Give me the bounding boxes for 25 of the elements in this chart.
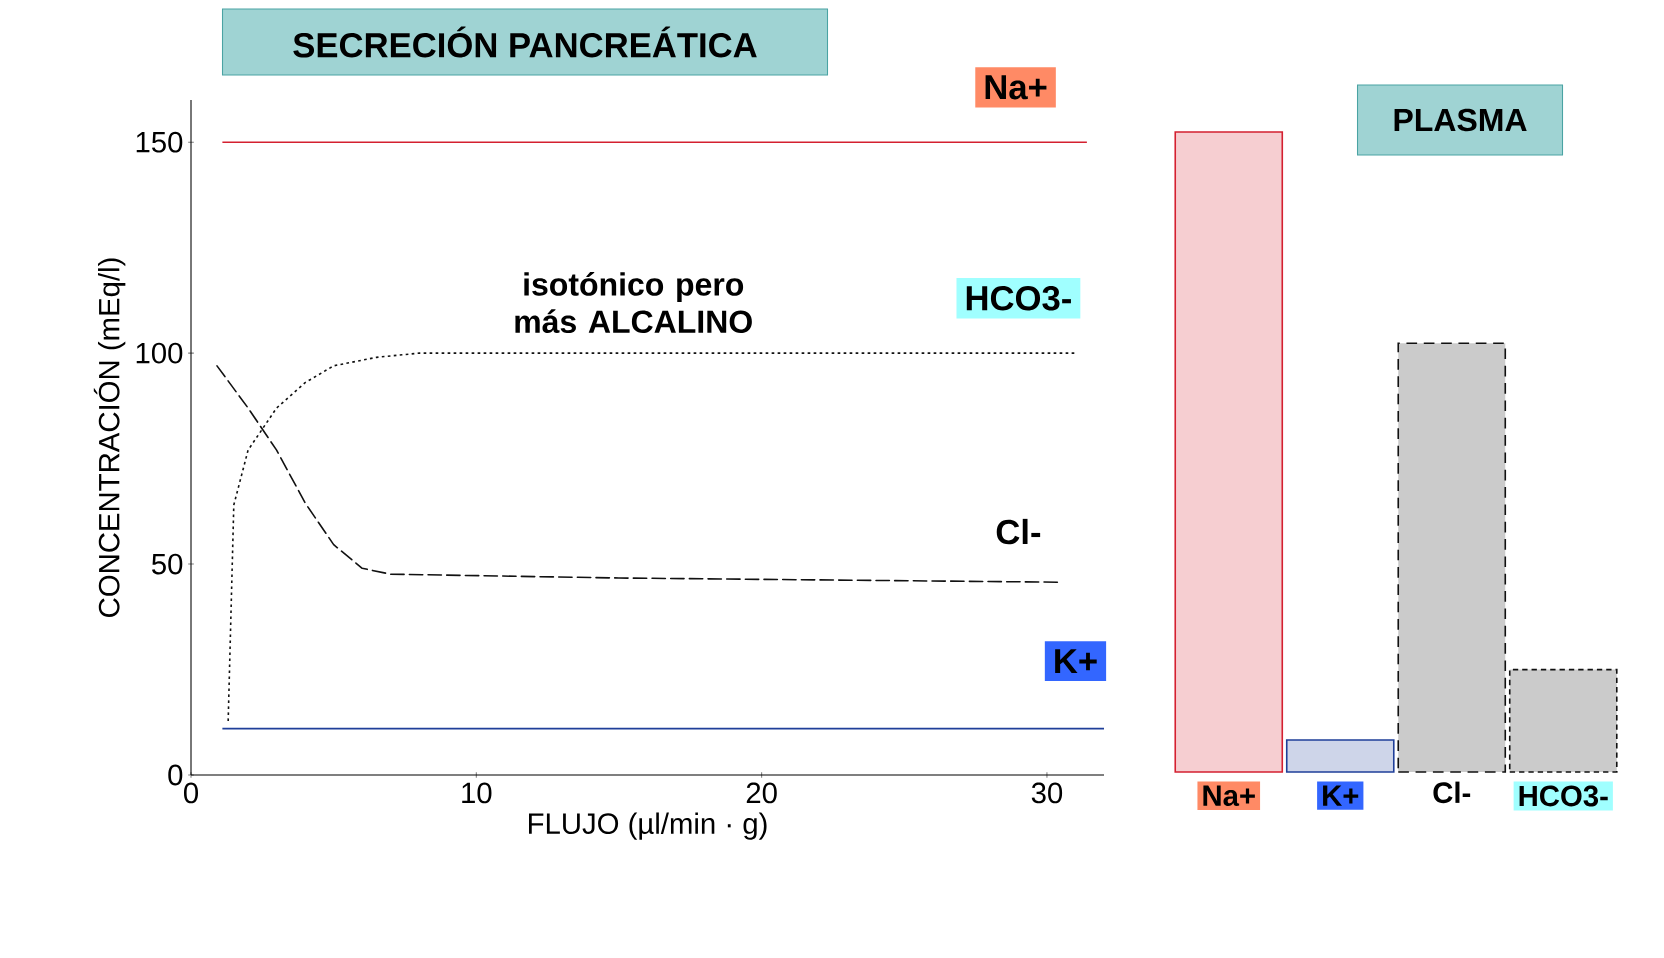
y-tick-label: 0 — [168, 764, 183, 786]
bar — [1174, 131, 1284, 773]
x-tick-label: Na+ — [1203, 785, 1255, 807]
bar — [1508, 668, 1618, 773]
y-tick-label: 50 — [151, 553, 183, 575]
chart-title: PLASMA — [1394, 108, 1527, 132]
x-axis-title: FLUJO (µl/min · g) — [529, 812, 767, 840]
series-label: HCO3- — [966, 285, 1071, 311]
x-tick-label: K+ — [1323, 785, 1359, 806]
y-axis-title: CONCENTRACIÓN (mEq/l) — [93, 258, 126, 617]
chart-title: SECRECIÓN PANCREÁTICA — [293, 26, 757, 58]
bar — [1285, 739, 1395, 773]
annotation: isotónico pero más ALCALINO — [515, 271, 752, 334]
series-label: Na+ — [985, 75, 1047, 100]
x-tick-label: HCO3- — [1519, 785, 1608, 807]
y-tick-label: 150 — [136, 131, 183, 153]
bar — [1397, 342, 1507, 773]
x-tick-label: 30 — [1031, 782, 1063, 804]
x-tick-label: 20 — [746, 782, 777, 804]
series-label: Cl- — [996, 518, 1041, 545]
x-tick-label: 10 — [462, 782, 492, 804]
x-tick-label: Cl- — [1433, 781, 1471, 804]
x-tick-label: 0 — [184, 782, 199, 804]
y-tick-label: 100 — [136, 342, 183, 364]
series-label: K+ — [1055, 649, 1097, 674]
